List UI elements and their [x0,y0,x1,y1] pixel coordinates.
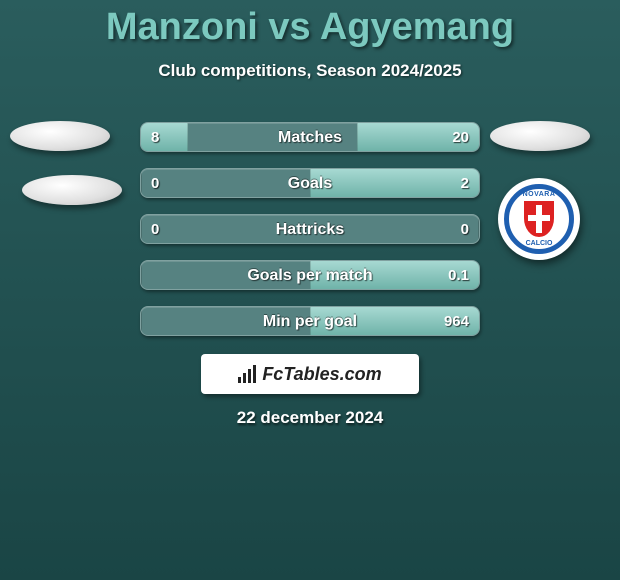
stat-row: Matches8 20 [140,122,480,152]
stat-label: Hattricks [141,215,479,244]
stat-value-left: 0 [151,169,159,198]
player-badge-right-1 [490,121,590,151]
stat-value-right: 0 [461,215,469,244]
stat-value-right: 2 [461,169,469,198]
stat-label: Goals [141,169,479,198]
stat-value-right: 0.1 [448,261,469,290]
stat-label: Min per goal [141,307,479,336]
bar-chart-icon [238,365,256,383]
stat-value-left: 8 [151,123,159,152]
brand-text: FcTables.com [262,364,381,385]
stat-row: Goals0 2 [140,168,480,198]
player-badge-left-1 [10,121,110,151]
crest-shield-icon [524,201,554,237]
stat-value-left: 0 [151,215,159,244]
crest-text-bottom: CALCIO [509,240,569,247]
stat-row: Min per goal964 [140,306,480,336]
stat-row: Hattricks0 0 [140,214,480,244]
page-title: Manzoni vs Agyemang [0,0,620,49]
stat-row: Goals per match0.1 [140,260,480,290]
stat-label: Goals per match [141,261,479,290]
date-label: 22 december 2024 [0,408,620,428]
stat-value-right: 964 [444,307,469,336]
player-badge-left-2 [22,175,122,205]
stat-label: Matches [141,123,479,152]
crest-ring: NOVARA CALCIO [504,184,574,254]
brand-badge[interactable]: FcTables.com [201,354,419,394]
crest-text-top: NOVARA [509,191,569,198]
page-subtitle: Club competitions, Season 2024/2025 [0,61,620,81]
stat-value-right: 20 [452,123,469,152]
comparison-bars: Matches820Goals02Hattricks00Goals per ma… [140,122,480,352]
club-crest-novara: NOVARA CALCIO [498,178,580,260]
